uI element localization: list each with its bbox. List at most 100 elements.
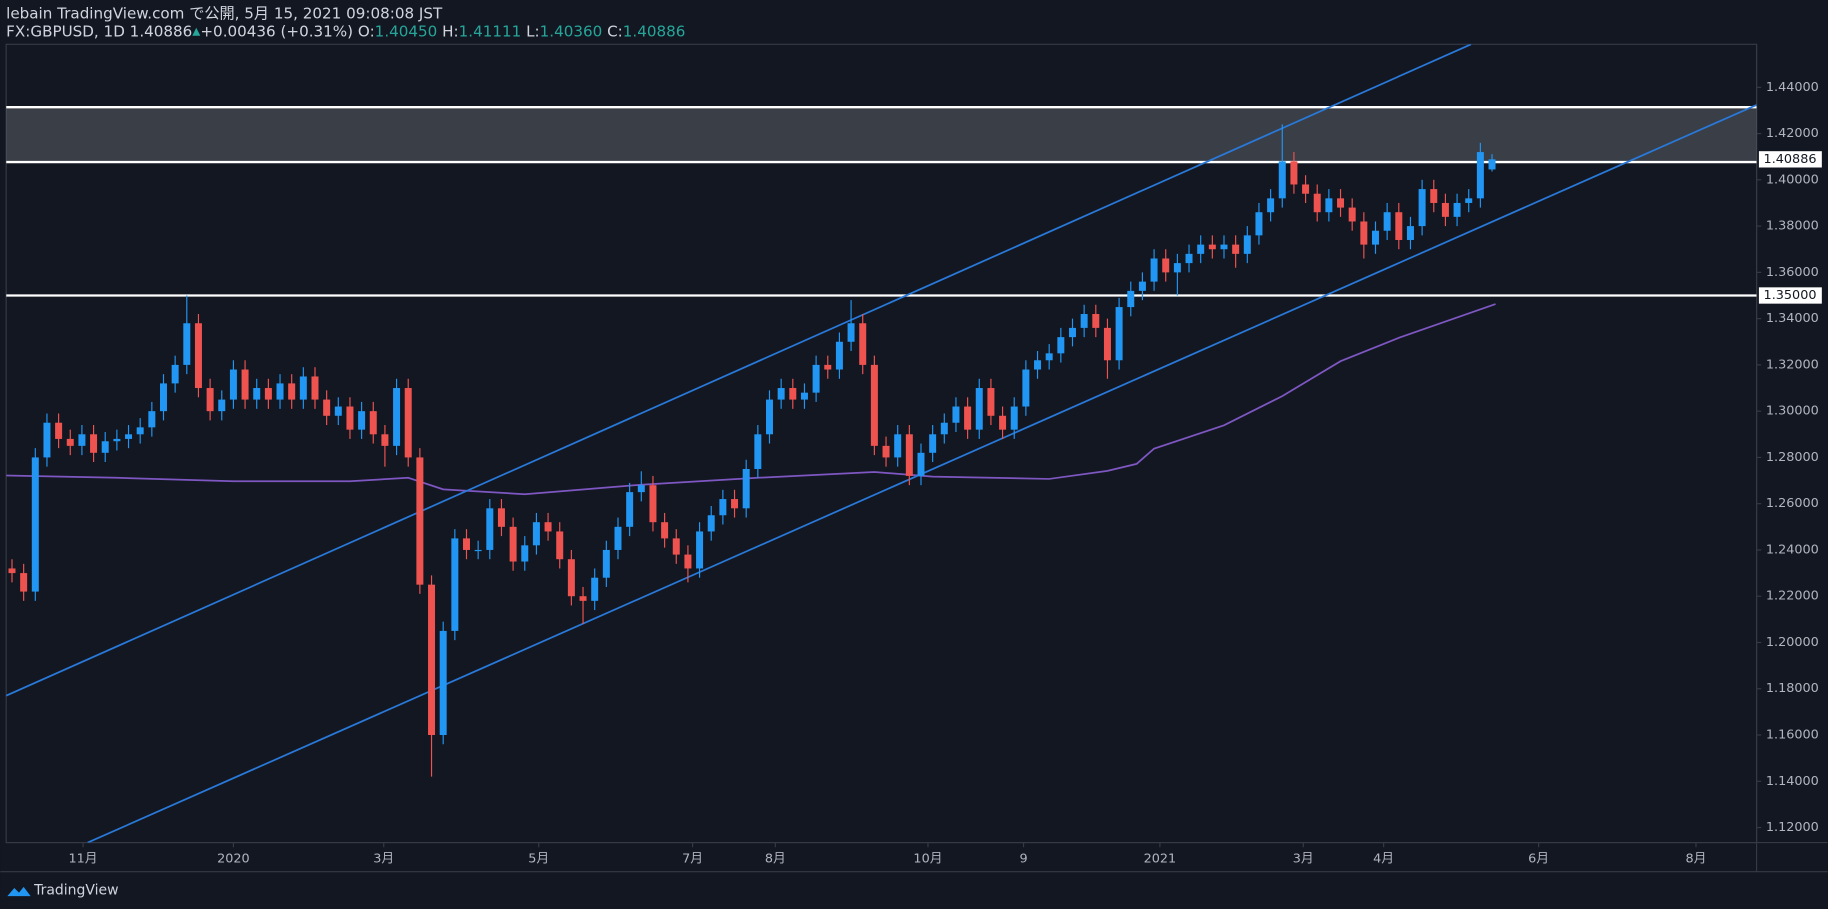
y-tick-label: 1.36000: [1766, 265, 1819, 280]
y-tick-label: 1.38000: [1766, 219, 1819, 234]
candle-body: [765, 399, 773, 435]
candle-body: [474, 549, 482, 552]
candle-body: [696, 531, 704, 569]
candle-body: [1243, 235, 1251, 254]
candle-body: [264, 388, 272, 400]
candle-body: [917, 452, 925, 476]
candle-body: [1232, 244, 1240, 254]
candle-body: [1418, 189, 1426, 227]
y-tick-label: 1.24000: [1766, 542, 1819, 557]
candle-body: [428, 584, 436, 736]
candle-body: [1383, 212, 1391, 231]
candle-body: [8, 568, 16, 574]
candle-body: [1476, 152, 1484, 199]
last-price-box: [1758, 151, 1822, 168]
candle-body: [20, 573, 28, 592]
candle-body: [742, 468, 750, 509]
candle-body: [1010, 406, 1018, 430]
y-tick-label: 1.22000: [1766, 589, 1819, 604]
candle-body: [1197, 244, 1205, 254]
logo: [7, 886, 31, 897]
h-value: 1.41111: [459, 22, 522, 40]
candle-body: [439, 630, 447, 736]
x-tick-label: 11月: [69, 851, 98, 866]
candle-body: [288, 383, 296, 400]
candle-body: [486, 508, 494, 550]
y-tick-label: 1.32000: [1766, 357, 1819, 372]
candle-body: [1302, 184, 1310, 194]
candle-body: [1430, 189, 1438, 203]
y-tick-label: 1.16000: [1766, 728, 1819, 743]
candle-body: [579, 596, 587, 601]
candle-body: [241, 369, 249, 400]
candle-body: [975, 388, 983, 430]
candle-body: [55, 422, 63, 439]
candle-body: [521, 545, 529, 562]
candle-body: [859, 323, 867, 365]
candle-body: [1465, 198, 1473, 203]
candle-body: [952, 406, 960, 423]
candle-body: [194, 323, 202, 389]
candle-body: [731, 499, 739, 509]
candle-body: [1313, 193, 1321, 213]
candle-body: [1441, 202, 1449, 217]
candle-body: [614, 526, 622, 550]
candle-body: [987, 388, 995, 416]
last: 1.40886: [130, 22, 193, 40]
candle-body: [567, 559, 575, 597]
y-tick-label: 1.20000: [1766, 635, 1819, 650]
x-tick-label: 7月: [682, 851, 703, 866]
candle-body: [1278, 161, 1286, 199]
candle-body: [1371, 230, 1379, 245]
x-tick-label: 2021: [1144, 851, 1177, 866]
candle-body: [393, 388, 401, 446]
candle-body: [148, 411, 156, 428]
candle-body: [532, 522, 540, 546]
candle-body: [125, 434, 133, 439]
candle-body: [1325, 198, 1333, 213]
candle-body: [358, 411, 366, 430]
candle-body: [113, 438, 121, 442]
candle-body: [66, 438, 74, 446]
candle-body: [556, 531, 564, 560]
x-tick-label: 2020: [217, 851, 250, 866]
candle-body: [789, 388, 797, 400]
y-tick-label: 1.44000: [1766, 80, 1819, 95]
candle-body: [31, 457, 39, 592]
y-tick-label: 1.30000: [1766, 404, 1819, 419]
level-label-box: [1758, 287, 1822, 304]
y-tick-label: 1.26000: [1766, 496, 1819, 511]
candle-body: [1034, 360, 1042, 370]
y-tick-label: 1.40000: [1766, 172, 1819, 187]
candle-body: [276, 383, 284, 400]
candle-body: [835, 341, 843, 370]
candle-body: [672, 538, 680, 555]
candle-body: [1162, 258, 1170, 273]
candle-body: [684, 554, 692, 569]
candle-body: [323, 399, 331, 416]
candle-body: [1360, 221, 1368, 245]
candle-body: [1150, 258, 1158, 282]
candle-body: [159, 383, 167, 412]
candle-body: [964, 406, 972, 430]
zone: [6, 107, 1757, 163]
candle-body: [1267, 198, 1275, 213]
candle-body: [847, 323, 855, 342]
brand: TradingView: [33, 882, 118, 898]
candle-body: [183, 323, 191, 365]
symbol: FX:GBPUSD, 1D: [6, 22, 125, 40]
arrow: ▲: [192, 25, 201, 37]
candle-body: [311, 376, 319, 400]
candle-body: [905, 434, 913, 476]
candle-body: [509, 526, 517, 562]
candle-body: [544, 522, 552, 532]
candle-body: [661, 522, 669, 539]
candle-body: [1022, 369, 1030, 407]
x-tick-label: 9: [1019, 851, 1027, 866]
candle-body: [626, 492, 634, 527]
l-label: L:: [526, 22, 540, 40]
candle-body: [206, 388, 214, 412]
candle-body: [1220, 244, 1228, 250]
